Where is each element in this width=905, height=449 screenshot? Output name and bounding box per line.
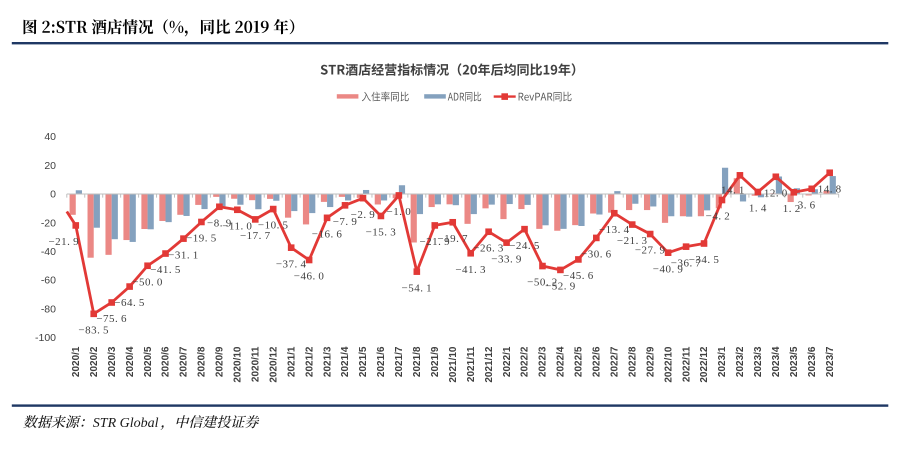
svg-text:2020/11: 2020/11 [250,346,261,382]
svg-text:2023/6: 2023/6 [807,346,818,377]
svg-text:2023/1: 2023/1 [717,346,728,377]
svg-text:-80: -80 [41,303,56,315]
svg-text:−7. 9: −7. 9 [333,216,358,228]
svg-text:2022/11: 2022/11 [681,346,692,382]
svg-text:−83. 5: −83. 5 [78,324,109,336]
svg-text:2022/7: 2022/7 [609,346,620,377]
svg-text:−13. 4: −13. 4 [599,224,630,236]
svg-text:2020/5: 2020/5 [143,346,154,377]
svg-text:1. 2: 1. 2 [783,203,801,215]
svg-text:−75. 6: −75. 6 [96,313,127,325]
svg-text:2021/5: 2021/5 [358,346,369,377]
svg-text:−41. 3: −41. 3 [455,264,486,276]
svg-text:−16. 6: −16. 6 [312,228,343,240]
svg-text:−1. 0: −1. 0 [387,206,412,218]
svg-text:2023/5: 2023/5 [789,346,800,377]
svg-text:−64. 5: −64. 5 [114,297,145,309]
svg-text:2022/6: 2022/6 [592,346,603,377]
svg-text:2021/9: 2021/9 [430,346,441,377]
svg-text:−10. 5: −10. 5 [258,220,289,232]
svg-text:−54. 1: −54. 1 [401,282,432,294]
svg-text:−45. 6: −45. 6 [563,270,594,282]
svg-text:14. 1: 14. 1 [721,184,745,196]
svg-text:20: 20 [44,160,56,172]
svg-text:-100: -100 [35,332,56,344]
svg-text:−26. 3: −26. 3 [473,242,504,254]
svg-text:-40: -40 [41,246,56,258]
svg-text:2021/8: 2021/8 [412,346,423,377]
svg-text:-20: -20 [41,217,56,229]
svg-text:2022/12: 2022/12 [699,346,710,383]
svg-text:2022/5: 2022/5 [574,346,585,377]
svg-text:2020/10: 2020/10 [233,346,244,383]
svg-text:2023/4: 2023/4 [771,346,782,377]
svg-text:−24. 5: −24. 5 [509,240,540,252]
svg-text:−34. 5: −34. 5 [689,254,720,266]
svg-text:2020/7: 2020/7 [179,346,190,377]
svg-text:−31. 1: −31. 1 [168,249,199,261]
svg-text:−4. 2: −4. 2 [706,211,731,223]
svg-text:2022/10: 2022/10 [663,346,674,383]
svg-text:2022/2: 2022/2 [520,346,531,377]
svg-text:2022/9: 2022/9 [645,346,656,377]
svg-text:2023/2: 2023/2 [735,346,746,377]
svg-text:2022/1: 2022/1 [502,346,513,377]
svg-text:2021/12: 2021/12 [484,346,495,383]
svg-text:2021/10: 2021/10 [448,346,459,383]
svg-text:−50. 0: −50. 0 [132,276,163,288]
svg-text:−52. 9: −52. 9 [545,281,576,293]
svg-text:−19. 7: −19. 7 [437,233,468,245]
svg-text:2021/2: 2021/2 [304,346,315,377]
svg-text:−2. 9: −2. 9 [351,209,376,221]
svg-text:−37. 4: −37. 4 [276,258,307,270]
svg-text:−17. 7: −17. 7 [240,230,271,242]
svg-text:2021/6: 2021/6 [376,346,387,377]
svg-text:2022/8: 2022/8 [627,346,638,377]
svg-text:2020/8: 2020/8 [197,346,208,377]
svg-text:1. 4: 1. 4 [749,203,767,215]
svg-text:−40. 9: −40. 9 [653,263,684,275]
svg-text:40: 40 [44,131,56,143]
svg-text:2020/3: 2020/3 [107,346,118,377]
svg-text:2020/9: 2020/9 [215,346,226,377]
svg-text:−15. 3: −15. 3 [366,227,397,239]
svg-text:2021/4: 2021/4 [340,346,351,377]
svg-text:2021/7: 2021/7 [394,346,405,377]
svg-text:−27. 9: −27. 9 [635,245,666,257]
svg-text:2020/4: 2020/4 [125,346,136,377]
svg-text:12. 0: 12. 0 [764,187,788,199]
svg-text:2021/3: 2021/3 [322,346,333,377]
svg-text:−21. 9: −21. 9 [48,236,79,248]
svg-text:2022/4: 2022/4 [556,346,567,377]
svg-text:−41. 5: −41. 5 [150,264,181,276]
svg-text:2020/12: 2020/12 [268,346,279,383]
svg-text:3. 6: 3. 6 [798,199,816,211]
svg-text:14. 8: 14. 8 [818,183,842,195]
svg-text:2023/3: 2023/3 [753,346,764,377]
svg-text:0: 0 [50,189,56,201]
svg-text:−21. 3: −21. 3 [617,235,648,247]
svg-text:2020/6: 2020/6 [161,346,172,377]
svg-text:−36. 7: −36. 7 [671,257,702,269]
svg-text:2023/7: 2023/7 [825,346,836,377]
svg-text:2022/3: 2022/3 [538,346,549,377]
svg-text:−11. 0: −11. 0 [222,220,252,232]
svg-text:−30. 6: −30. 6 [581,249,612,261]
svg-text:−46. 0: −46. 0 [294,271,325,283]
svg-text:STR Global: STR Global [93,416,159,431]
svg-text:−33. 9: −33. 9 [491,253,522,265]
svg-text:-60: -60 [41,275,56,287]
svg-text:2020/1: 2020/1 [71,346,82,377]
svg-text:2021/11: 2021/11 [466,346,477,382]
svg-text:2021/1: 2021/1 [286,346,297,377]
svg-text:−50. 2: −50. 2 [527,277,558,289]
svg-text:−21. 9: −21. 9 [419,236,450,248]
svg-text:−19. 5: −19. 5 [186,233,217,245]
svg-text:−8. 9: −8. 9 [207,217,232,229]
svg-text:2020/2: 2020/2 [89,346,100,377]
